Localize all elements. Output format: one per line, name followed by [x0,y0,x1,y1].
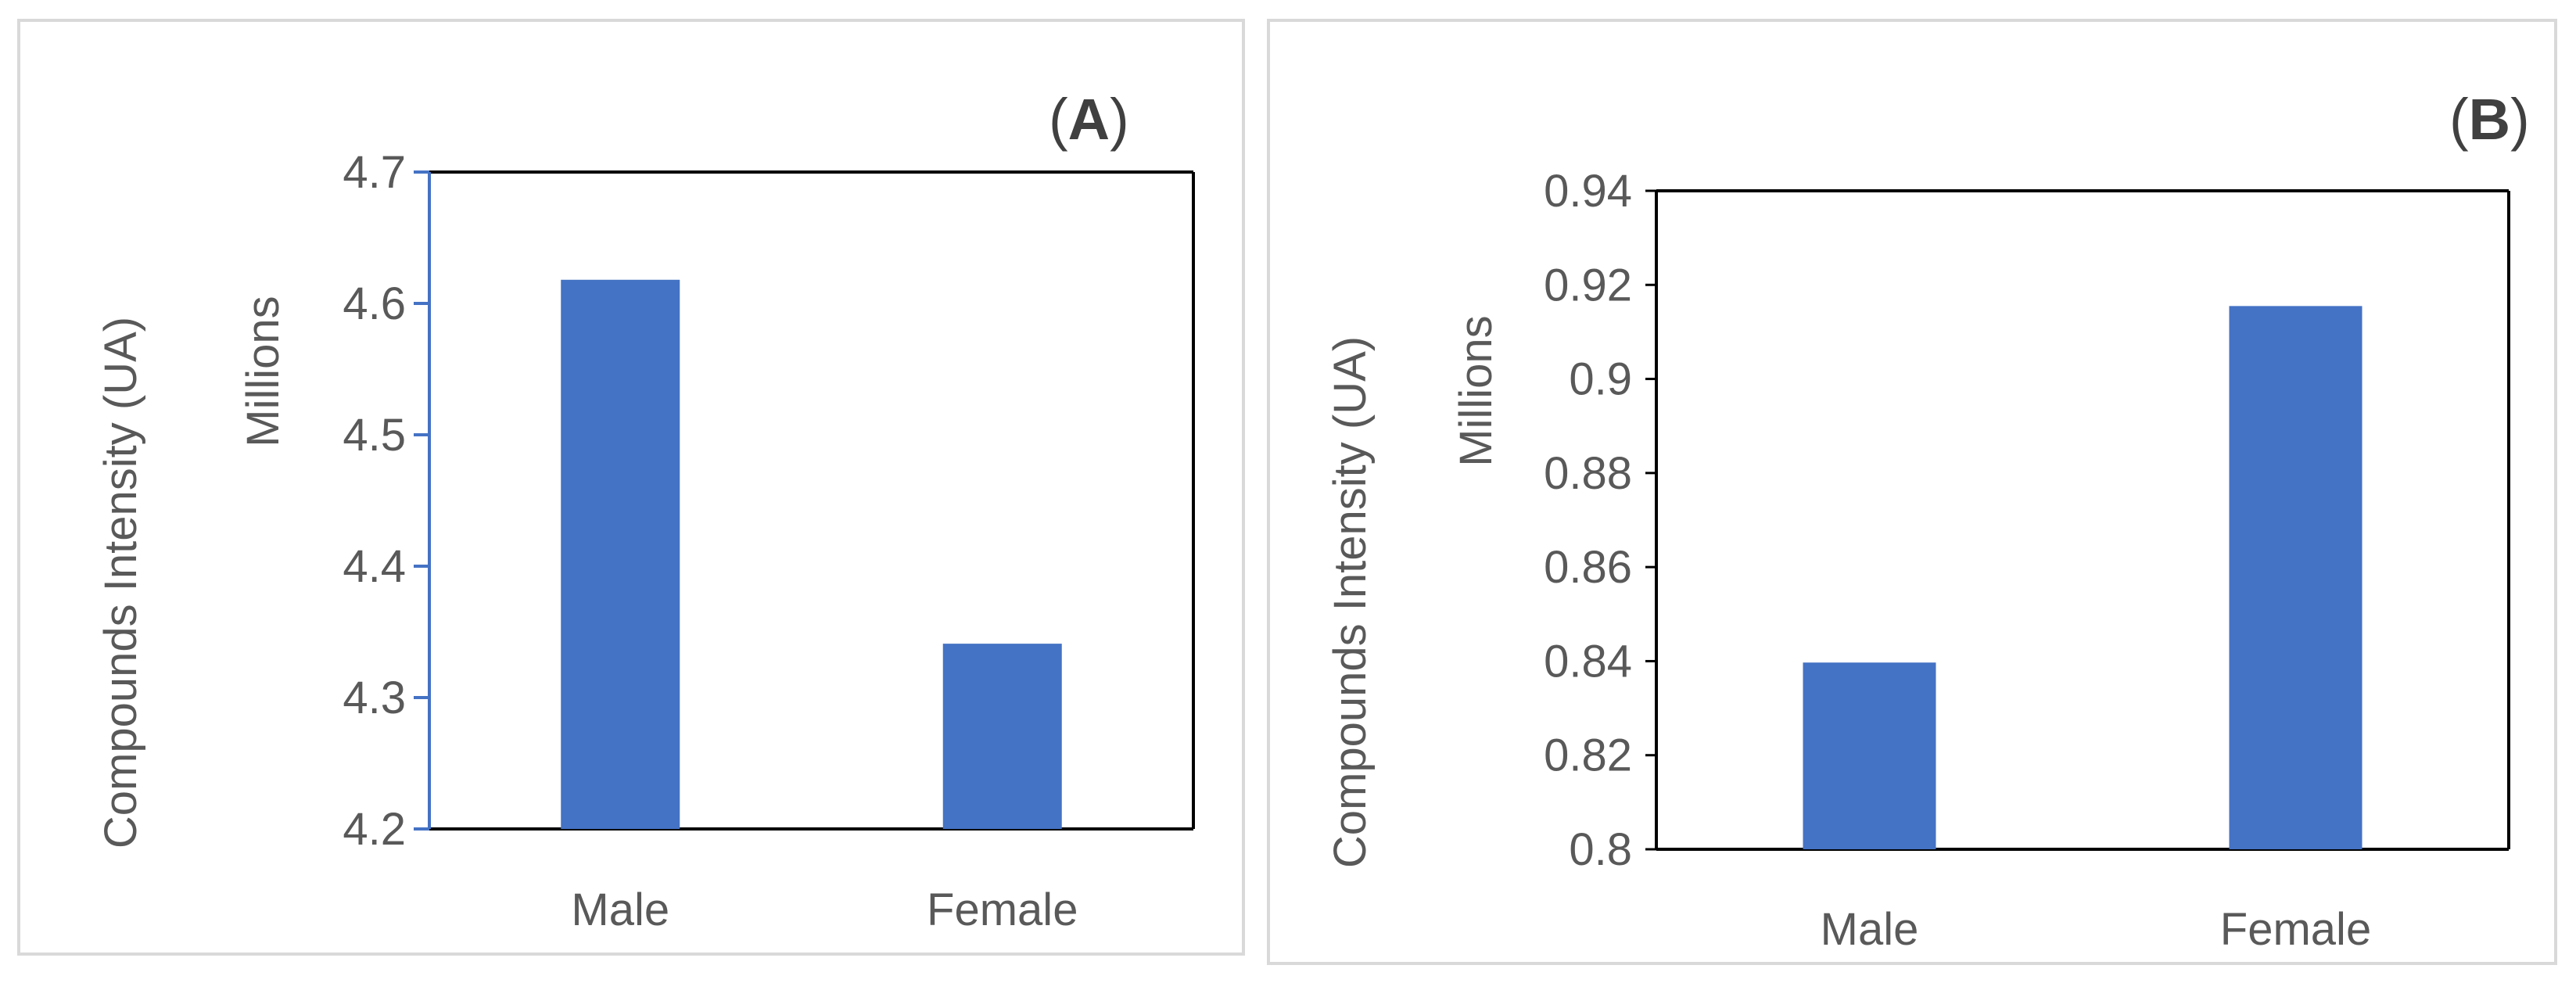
y-tick-label: 0.94 [1544,166,1632,217]
y-tick-label: 0.8 [1569,824,1632,875]
x-tick-label: Male [1821,904,1919,955]
y-tick-label: 0.82 [1544,730,1632,781]
chart-panel-a: 4.2 4.3 4.4 4.5 4.6 4.7 Male Female Compounds In… [17,19,1245,956]
y-tick-label: 4.5 [343,410,406,461]
panel-label-close: ) [1110,87,1129,152]
y-tick-label: 0.9 [1569,354,1632,405]
panel-label-close: ) [2510,87,2530,152]
y-axis-title: Compounds Intensity (UA) [95,317,146,848]
x-tick-label: Male [571,884,669,935]
y-tick-label: 4.3 [343,673,406,723]
panel-label-open: ( [2449,87,2469,152]
panel-label: (B) [2449,87,2530,152]
panel-label-open: ( [1049,87,1068,152]
panel-label-letter: B [2469,87,2510,152]
y-tick-label: 0.86 [1544,542,1632,593]
x-tick-label: Female [2220,904,2371,955]
y-axis-unit-label: Millions [238,296,289,447]
chart-panel-b: 0.8 0.82 0.84 0.86 0.88 0.9 0.92 0.94 Male Female… [1267,19,2557,965]
y-tick-label: 0.88 [1544,448,1632,499]
y-tick-label: 0.92 [1544,260,1632,310]
bar-male [561,279,680,829]
panel-label-letter: A [1068,87,1110,152]
bar-female [2229,306,2363,850]
chart-b-svg: 0.8 0.82 0.84 0.86 0.88 0.9 0.92 0.94 Male Female… [1325,87,2530,955]
y-axis-unit-label: Millions [1451,315,1501,466]
y-axis-title: Compounds Intensity (UA) [1325,336,1376,868]
y-tick-label: 4.7 [343,147,406,198]
y-tick-label: 0.84 [1544,636,1632,687]
y-tick-label: 4.6 [343,278,406,329]
y-tick-label: 4.4 [343,541,406,592]
x-tick-label: Female [927,884,1078,935]
chart-a-svg: 4.2 4.3 4.4 4.5 4.6 4.7 Male Female Compounds In… [95,87,1195,935]
y-tick-label: 4.2 [343,804,406,855]
bar-female [942,644,1062,829]
panel-label: (A) [1049,87,1129,152]
bar-male [1803,662,1936,849]
